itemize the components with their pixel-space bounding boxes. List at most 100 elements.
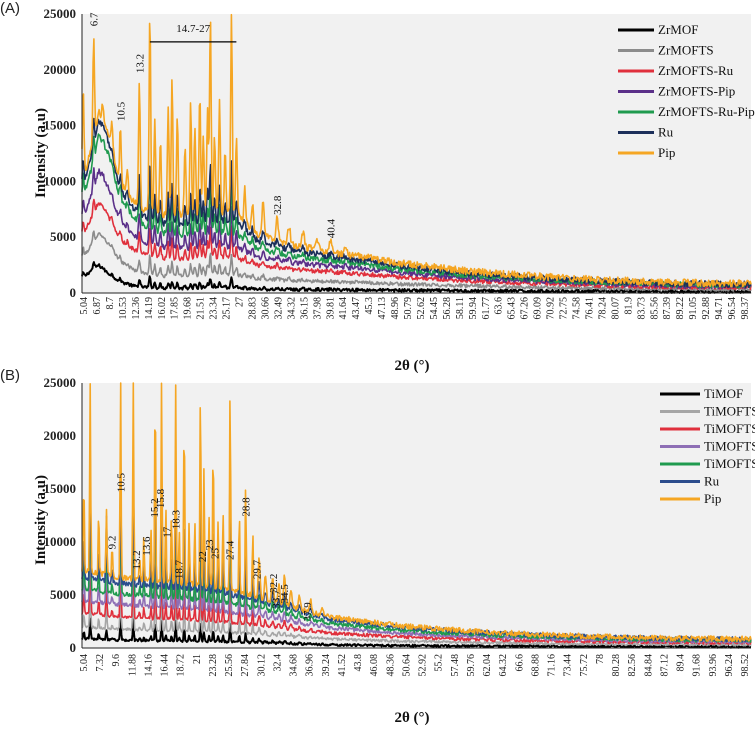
x-tick-label: 67.26 xyxy=(520,297,531,320)
peak-annotation: 32.8 xyxy=(272,195,284,215)
y-tick-label: 10000 xyxy=(44,173,77,188)
x-tick-label: 68.88 xyxy=(530,654,541,677)
x-tick-label: 63.6 xyxy=(494,297,505,315)
x-tick-label: 48.36 xyxy=(385,654,396,677)
x-tick-label: 25.17 xyxy=(222,297,233,320)
x-tick-label: 32.49 xyxy=(273,297,284,320)
panel-b-letter: (B) xyxy=(0,367,20,384)
x-tick-label: 70.92 xyxy=(546,297,557,320)
panel-b-y-axis-label: Intensity (a.u) xyxy=(33,475,49,565)
legend-label: TiMOF xyxy=(704,386,743,401)
x-tick-label: 37.98 xyxy=(312,297,323,320)
x-tick-label: 39.81 xyxy=(325,297,336,320)
x-tick-label: 41.64 xyxy=(338,297,349,320)
x-tick-label: 98.52 xyxy=(740,654,751,677)
x-tick-label: 6.87 xyxy=(92,297,103,315)
x-tick-label: 58.11 xyxy=(455,297,466,319)
y-tick-label: 20000 xyxy=(44,62,77,77)
legend-label: TiMOFTS-Ru-Pip xyxy=(704,456,755,471)
panel-a-chart: (A) 0 5000 10000 15000 20000 25000 5.04 6.87 8.7… xyxy=(0,0,755,374)
x-tick-label: 7.32 xyxy=(95,654,106,672)
peak-annotation: 18.3 xyxy=(171,510,183,530)
y-tick-label: 0 xyxy=(70,285,77,300)
x-tick-label: 84.84 xyxy=(643,654,654,677)
peak-annotation: 15.2 xyxy=(149,498,161,517)
y-tick-label: 10000 xyxy=(44,534,77,549)
x-tick-label: 54.45 xyxy=(429,297,440,320)
peak-annotation: 13.6 xyxy=(141,536,153,556)
series-line-pip xyxy=(81,13,752,288)
legend-label: TiMOFTS-Ru xyxy=(704,421,755,436)
x-tick-label: 23.28 xyxy=(208,654,219,677)
peak-annotation: 33.7 xyxy=(270,589,282,609)
x-tick-label: 36.96 xyxy=(305,654,316,677)
x-tick-label: 14.19 xyxy=(144,297,155,320)
x-tick-label: 80.28 xyxy=(611,654,622,677)
x-tick-label: 81.9 xyxy=(623,297,634,315)
x-tick-label: 45.3 xyxy=(364,297,375,315)
peak-annotation: 28.8 xyxy=(241,497,253,517)
y-tick-label: 20000 xyxy=(44,428,77,443)
x-tick-label: 93.96 xyxy=(708,654,719,677)
legend-label: ZrMOF xyxy=(658,22,698,37)
peak-annotation: 13.2 xyxy=(131,550,143,569)
legend-label: ZrMOFTS-Ru xyxy=(658,63,734,78)
peak-annotation: 40.4 xyxy=(326,219,338,239)
series-line-zrmofts xyxy=(81,230,752,292)
legend-label: Ru xyxy=(658,125,674,140)
x-tick-label: 72.75 xyxy=(559,297,570,320)
x-tick-label: 89.4 xyxy=(676,654,687,672)
x-tick-label: 52.92 xyxy=(418,654,429,677)
peak-annotation: 14.7-27 xyxy=(176,23,210,35)
x-tick-label: 64.32 xyxy=(498,654,509,677)
series-line-timofts xyxy=(81,584,752,647)
peak-annotation: 9.2 xyxy=(106,536,118,550)
peak-annotation: 23 xyxy=(204,539,216,551)
x-tick-label: 50.64 xyxy=(401,654,412,677)
x-tick-label: 41.52 xyxy=(337,654,348,677)
legend-label: ZrMOFTS xyxy=(658,43,714,58)
x-tick-label: 52.62 xyxy=(416,297,427,320)
x-tick-label: 8.7 xyxy=(105,297,116,310)
x-tick-label: 98.37 xyxy=(740,297,751,320)
series-line-pip xyxy=(81,382,752,643)
legend-label: Pip xyxy=(704,491,721,506)
x-tick-label: 5.04 xyxy=(79,654,90,672)
panel-a-letter: (A) xyxy=(0,0,20,17)
x-tick-label: 87.39 xyxy=(662,297,673,320)
x-tick-label: 36.15 xyxy=(299,297,310,320)
panel-a-y-axis-label: Intensity (a.u) xyxy=(33,108,49,198)
x-tick-label: 85.56 xyxy=(649,297,660,320)
legend-label: Ru xyxy=(704,474,720,489)
x-tick-label: 47.13 xyxy=(377,297,388,320)
x-tick-label: 74.58 xyxy=(572,297,583,320)
x-tick-label: 34.68 xyxy=(289,654,300,677)
x-tick-label: 30.66 xyxy=(261,297,272,320)
legend-label: Pip xyxy=(658,145,675,160)
x-tick-label: 89.22 xyxy=(675,297,686,320)
peak-annotation: 17 xyxy=(162,526,174,538)
peak-annotation: 15.8 xyxy=(155,488,167,508)
y-tick-label: 15000 xyxy=(44,118,77,133)
peak-annotation: 22 xyxy=(197,551,209,562)
x-tick-label: 11.88 xyxy=(127,654,138,676)
x-tick-label: 55.2 xyxy=(434,654,445,672)
x-tick-label: 73.44 xyxy=(563,654,574,677)
x-tick-label: 5.04 xyxy=(79,297,90,315)
x-tick-label: 25.56 xyxy=(224,654,235,677)
y-tick-label: 5000 xyxy=(50,229,76,244)
x-tick-label: 71.16 xyxy=(547,654,558,677)
x-tick-label: 96.24 xyxy=(724,654,735,677)
x-tick-label: 32.4 xyxy=(273,654,284,672)
x-tick-label: 91.05 xyxy=(688,297,699,320)
peak-annotation: 10.5 xyxy=(116,472,128,492)
x-tick-label: 14.16 xyxy=(144,654,155,677)
x-tick-label: 10.53 xyxy=(118,297,129,320)
x-tick-label: 21 xyxy=(192,654,203,664)
legend-label: ZrMOFTS-Pip xyxy=(658,84,735,99)
series-line-timof xyxy=(81,617,752,649)
x-tick-label: 50.79 xyxy=(403,297,414,320)
series-line-zrmof xyxy=(81,261,752,294)
x-tick-label: 39.24 xyxy=(321,654,332,677)
x-tick-label: 66.6 xyxy=(514,654,525,672)
